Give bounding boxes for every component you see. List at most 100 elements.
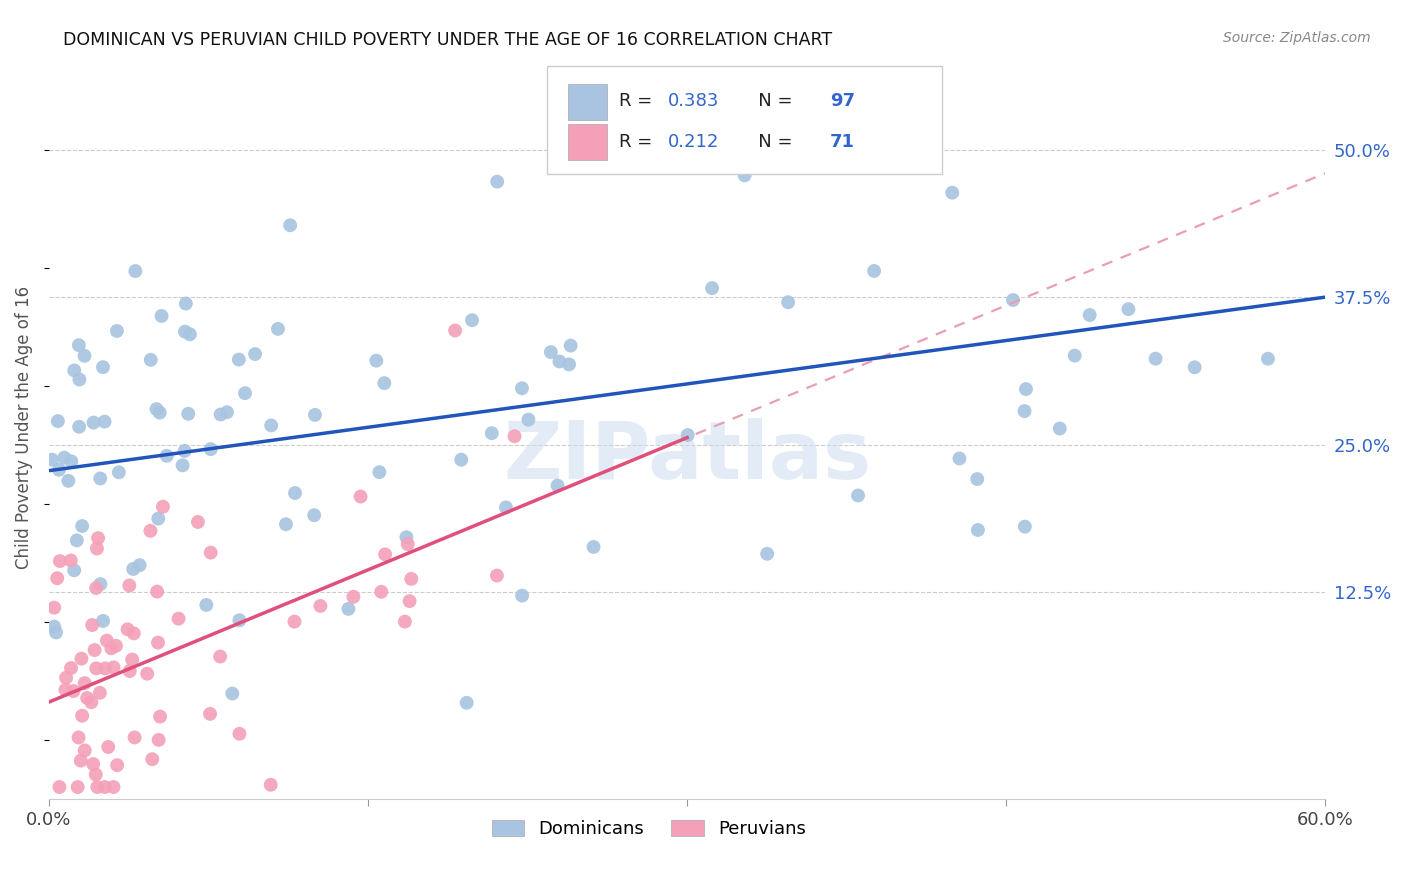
Point (139, 524, 162, 538)
Point (396, 537, 419, 551)
Point (69, 754, 91, 768)
Point (486, 175, 509, 189)
Point (121, 652, 143, 666)
Point (517, 412, 540, 426)
Point (177, 407, 200, 421)
Point (1015, 382, 1038, 396)
Point (91, 360, 114, 375)
Point (558, 358, 581, 372)
Point (63, 363, 86, 377)
Point (1014, 519, 1036, 533)
Point (124, 731, 146, 745)
Point (1014, 404, 1036, 418)
Point (456, 696, 478, 710)
Point (302, 508, 325, 523)
Point (67, 731, 90, 745)
Point (209, 649, 232, 664)
Point (55, 682, 77, 697)
Point (221, 687, 243, 701)
Point (700, 281, 723, 295)
Point (104, 639, 127, 653)
Point (373, 376, 395, 391)
Point (76, 690, 98, 705)
Point (174, 296, 197, 310)
Point (66, 533, 89, 548)
Point (547, 478, 569, 492)
Point (450, 452, 472, 467)
Point (96, 633, 118, 648)
Point (91, 614, 114, 628)
Point (60, 661, 83, 675)
Point (41, 452, 63, 467)
Point (58, 474, 80, 488)
Point (48, 780, 70, 794)
Point (948, 451, 970, 466)
Point (1184, 360, 1206, 375)
Point (173, 444, 195, 458)
Point (103, 780, 125, 794)
Point (863, 264, 886, 278)
Point (148, 732, 170, 747)
Point (73, 349, 96, 363)
Point (461, 313, 484, 327)
Point (966, 472, 988, 486)
Point (86, 780, 108, 794)
Text: ZIPatlas: ZIPatlas (503, 417, 872, 496)
Point (374, 547, 396, 561)
Point (941, 186, 963, 200)
Point (108, 466, 131, 480)
Point (260, 418, 283, 433)
Point (283, 615, 305, 629)
Point (122, 626, 145, 640)
Point (67, 372, 90, 386)
Point (60, 454, 83, 468)
Point (149, 406, 172, 420)
Point (260, 778, 283, 792)
Point (152, 500, 174, 514)
Point (128, 558, 150, 573)
Point (146, 635, 169, 649)
Point (195, 598, 218, 612)
Point (540, 345, 562, 359)
Point (778, 295, 800, 310)
Point (676, 428, 699, 442)
Point (103, 660, 125, 674)
Point (1118, 302, 1140, 317)
Point (117, 623, 139, 637)
Point (70, 519, 93, 533)
Point (136, 666, 159, 681)
Point (349, 490, 371, 504)
Point (84, 581, 107, 595)
Point (228, 613, 250, 627)
Text: R =: R = (620, 92, 658, 110)
Point (200, 442, 222, 457)
Point (83, 643, 105, 657)
Point (200, 546, 222, 560)
Point (53, 450, 76, 465)
Point (70, 708, 93, 723)
Point (105, 324, 128, 338)
Point (70, 651, 93, 665)
Point (89, 686, 111, 700)
Point (172, 458, 194, 473)
Y-axis label: Child Poverty Under the Age of 16: Child Poverty Under the Age of 16 (15, 285, 32, 568)
Point (44, 619, 66, 633)
Point (59, 553, 82, 567)
Point (156, 449, 179, 463)
Point (756, 547, 779, 561)
Text: N =: N = (741, 92, 799, 110)
Point (395, 530, 418, 544)
Point (337, 602, 360, 616)
Point (89, 471, 111, 485)
Point (510, 589, 533, 603)
Point (304, 408, 326, 422)
Point (228, 727, 250, 741)
Point (73, 676, 96, 690)
Point (481, 426, 503, 441)
Point (1078, 308, 1101, 322)
Point (274, 517, 297, 532)
Point (368, 465, 391, 479)
Point (1257, 351, 1279, 366)
Text: 97: 97 (830, 92, 855, 110)
Point (485, 568, 508, 582)
